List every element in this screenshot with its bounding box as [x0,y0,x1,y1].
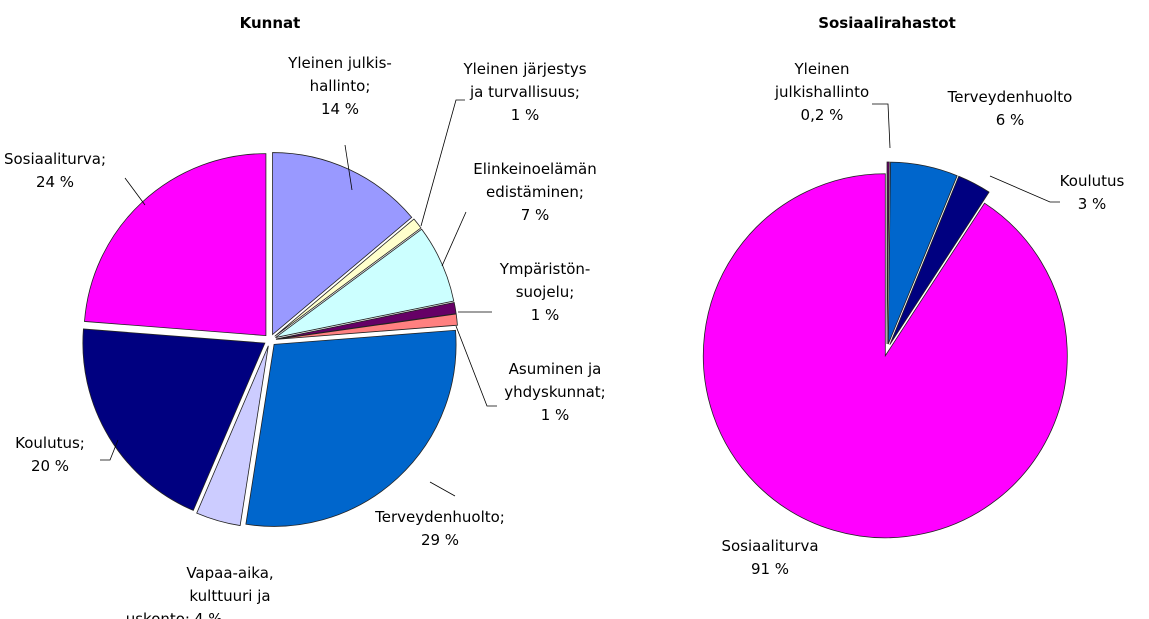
value-label: 7 % [521,206,550,224]
slice-label: Terveydenhuolto [947,88,1073,106]
value-label: 4 % [194,610,223,619]
pie-slice [275,228,455,338]
pie-slice [274,218,422,337]
slice-label: Sosiaaliturva; [4,150,106,168]
pie-slice [887,161,958,345]
leader-line [124,177,146,206]
pie-slice [196,345,269,527]
value-label: 91 % [751,560,789,578]
leader-line [429,481,456,497]
slice-label: Yleinen julkis-hallinto; [287,54,392,95]
pie-slice [886,161,890,345]
slice-label: Terveydenhuolto; [374,508,505,526]
leader-line [420,99,465,227]
slice-label: Sosiaaliturva [721,537,818,555]
slice-label: Koulutus; [15,434,85,452]
value-label: 14 % [321,100,359,118]
slice-label: Elinkeinoelämän edistäminen; [473,160,596,201]
pie-slice [82,328,266,511]
leader-line [100,439,119,461]
leader-line [455,325,497,407]
leader-line [441,211,467,267]
slice-label: Vapaa-aika, kulttuuri ja uskonto; [126,564,274,619]
pie-slice [889,175,990,345]
chart-title: Kunnat [240,14,301,32]
value-label: 6 % [996,111,1025,129]
slice-label: Asuminen ja yhdyskunnat; [504,360,605,401]
value-label: 1 % [511,106,540,124]
value-label: 20 % [31,457,69,475]
value-label: 24 % [36,173,74,191]
value-label: 3 % [1078,195,1107,213]
value-label: 0,2 % [801,106,844,124]
slice-label: Koulutus [1060,172,1125,190]
leader-line [989,175,1060,203]
pie-slice [245,329,457,527]
pie-slice [272,152,413,336]
slice-label: Yleinen järjestys ja turvallisuus; [462,60,586,101]
slice-label: Ympäristön-suojelu; [499,260,591,301]
pie-slice [702,173,1068,539]
value-label: 1 % [541,406,570,424]
leader-line [872,103,891,149]
chart-title: Sosiaalirahastot [818,14,956,32]
value-label: 1 % [531,306,560,324]
leader-line [344,144,353,191]
pie-slice [84,153,267,337]
pie-slice [275,313,458,340]
value-label: 29 % [421,531,459,549]
slice-label: Yleinen julkishallinto [774,60,869,101]
